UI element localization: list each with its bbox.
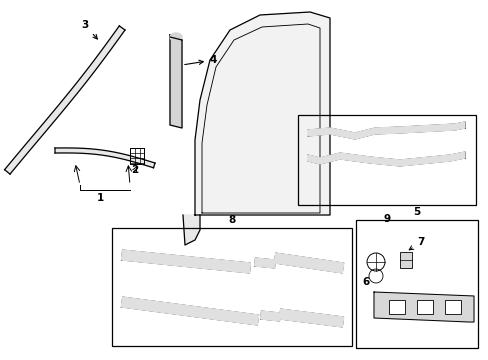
Polygon shape	[121, 250, 250, 273]
Text: 3: 3	[81, 20, 97, 39]
Polygon shape	[4, 26, 125, 174]
Text: 5: 5	[412, 207, 420, 217]
Polygon shape	[195, 12, 329, 215]
Polygon shape	[307, 122, 464, 139]
Text: 9: 9	[383, 214, 390, 224]
Text: 7: 7	[408, 237, 424, 250]
Bar	[416, 300, 432, 314]
Polygon shape	[307, 152, 464, 166]
Bar	[444, 300, 460, 314]
Polygon shape	[170, 35, 182, 128]
Text: 2: 2	[131, 165, 138, 175]
Polygon shape	[183, 215, 200, 245]
Bar	[130, 148, 143, 164]
Polygon shape	[55, 148, 155, 168]
Polygon shape	[373, 292, 473, 322]
Bar	[297, 115, 475, 205]
Text: 6: 6	[362, 277, 369, 287]
Polygon shape	[260, 311, 280, 321]
Polygon shape	[274, 253, 343, 273]
Bar	[355, 220, 477, 348]
Bar	[388, 300, 404, 314]
Text: 4: 4	[184, 55, 217, 65]
Polygon shape	[254, 258, 275, 268]
Bar	[112, 228, 351, 346]
Text: 8: 8	[228, 215, 235, 225]
Bar	[399, 252, 411, 268]
Polygon shape	[279, 309, 343, 327]
Polygon shape	[121, 297, 258, 325]
Ellipse shape	[170, 33, 182, 41]
Text: 1: 1	[96, 193, 103, 203]
